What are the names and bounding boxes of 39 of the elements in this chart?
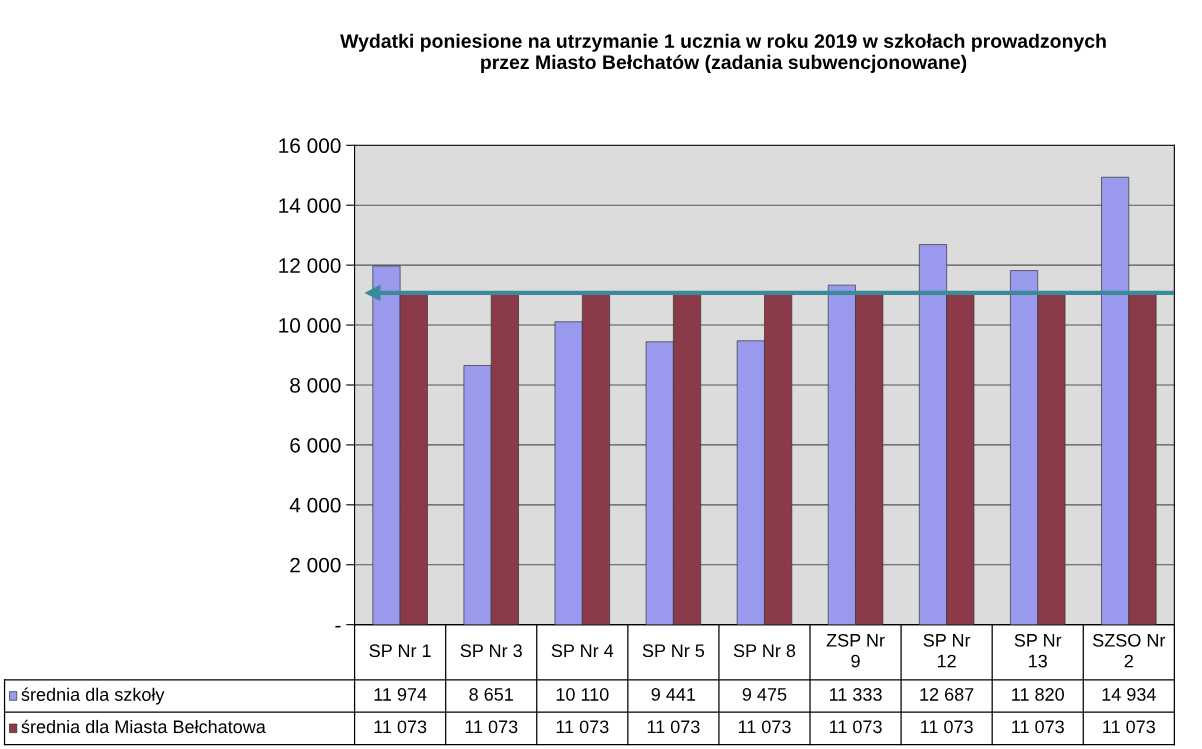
y-tick-label: 12 000	[279, 258, 341, 273]
data-label: 8 651	[469, 688, 513, 701]
data-label: 10 110	[556, 688, 609, 701]
y-tick-label: 4 000	[289, 497, 341, 513]
data-label: 11 073	[556, 720, 609, 734]
y-tick-label: 8 000	[290, 377, 341, 393]
x-tick-label: SP Nr 1	[369, 644, 431, 658]
x-tick-label: SP Nr 3	[460, 644, 522, 658]
y-tick-label: 2 000	[290, 557, 341, 573]
data-label: 11 073	[374, 720, 427, 734]
y-tick-label: 6 000	[290, 437, 341, 453]
data-label: 11 073	[1012, 720, 1064, 734]
data-label: 11 974	[374, 688, 427, 701]
legend-label: średnia dla szkoły	[21, 687, 165, 705]
data-label: 11 073	[921, 720, 973, 734]
data-label: 11 333	[829, 688, 882, 701]
y-tick-label: 14 000	[279, 198, 341, 213]
data-label: 11 073	[647, 720, 700, 734]
data-label: 11 073	[829, 720, 882, 734]
chart-title: Wydatki poniesione na utrzymanie 1 ucznia w roku 2019 w szkołach prowadzonych przez Miasto Bełchatów (zadania subwencjonowane)	[340, 33, 1106, 73]
data-label: 9 441	[651, 688, 696, 701]
x-tick-label: SP Nr 4	[551, 644, 614, 658]
legend-label: średnia dla Miasta Bełchatowa	[21, 719, 266, 734]
x-tick-label: SP Nr 12	[923, 633, 971, 668]
y-tick-label: -	[335, 625, 341, 628]
data-label: 11 073	[1103, 720, 1155, 734]
data-label: 12 687	[920, 688, 974, 701]
data-label: 11 073	[465, 720, 518, 734]
data-label: 14 934	[1102, 688, 1156, 701]
data-label: 9 475	[742, 688, 787, 701]
y-tick-label: 10 000	[279, 318, 341, 333]
x-tick-label: SP Nr 8	[733, 644, 796, 658]
data-label: 11 073	[738, 720, 791, 734]
y-tick-label: 16 000	[279, 138, 341, 154]
data-label: 11 820	[1012, 688, 1064, 701]
x-tick-label: ZSP Nr 9	[826, 633, 885, 668]
x-tick-label: SZSO Nr 2	[1093, 633, 1166, 668]
x-tick-label: SP Nr 5	[642, 644, 705, 658]
x-tick-label: SP Nr 13	[1014, 633, 1062, 668]
